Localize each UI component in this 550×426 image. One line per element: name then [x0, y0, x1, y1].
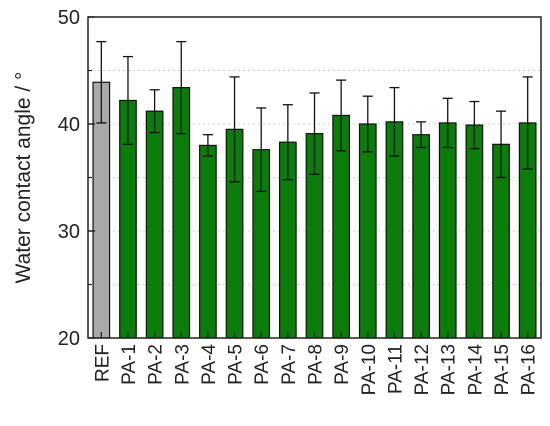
x-tick-label-pa-6: PA-6 [252, 344, 273, 385]
bar-pa-2 [145, 110, 164, 339]
x-tick-label-pa-5: PA-5 [226, 344, 247, 385]
y-tick-label: 20 [58, 328, 80, 350]
error-bar-pa-6 [256, 107, 267, 193]
error-bar-pa-11 [389, 86, 400, 157]
x-tick-label-pa-7: PA-7 [279, 344, 300, 385]
error-bar-pa-2 [149, 89, 160, 134]
x-tick-label-pa-9: PA-9 [332, 344, 353, 385]
x-tick-label-pa-1: PA-1 [119, 344, 140, 385]
error-bar-pa-10 [362, 95, 373, 153]
bar-pa-10 [358, 123, 377, 339]
x-tick-label-ref: REF [92, 344, 113, 382]
bar-pa-4 [199, 144, 217, 339]
error-bar-pa-5 [229, 76, 240, 183]
error-bar-ref [96, 40, 107, 124]
error-bar-pa-16 [522, 76, 533, 170]
x-tick-label-pa-12: PA-12 [412, 344, 433, 395]
x-tick-label-pa-4: PA-4 [199, 344, 220, 385]
x-tick-label-pa-10: PA-10 [359, 344, 380, 395]
x-tick-label-pa-8: PA-8 [306, 344, 327, 385]
error-bar-pa-7 [282, 104, 293, 181]
error-bar-pa-8 [309, 92, 320, 175]
y-axis-title: Water contact angle / ° [12, 72, 35, 284]
x-tick-label-pa-2: PA-2 [146, 344, 167, 385]
error-bar-pa-4 [202, 134, 213, 157]
error-bar-pa-1 [122, 55, 133, 145]
x-tick-label-pa-13: PA-13 [439, 344, 460, 395]
x-tick-label-pa-16: PA-16 [519, 344, 540, 395]
y-axis-ticks: 20 30 40 50 [58, 7, 95, 350]
bar-pa-14 [465, 124, 484, 339]
y-tick-label: 40 [58, 114, 80, 136]
error-bar-pa-9 [336, 79, 347, 152]
error-bar-pa-15 [496, 110, 507, 179]
x-tick-label-pa-11: PA-11 [385, 344, 406, 394]
error-bars [96, 40, 533, 193]
bar-pa-12 [412, 134, 430, 339]
error-bar-pa-14 [469, 100, 480, 150]
x-tick-label-pa-15: PA-15 [492, 344, 513, 395]
x-tick-label-pa-14: PA-14 [465, 344, 486, 396]
error-bar-pa-13 [442, 97, 453, 149]
x-tick-label-pa-3: PA-3 [172, 344, 193, 385]
error-bar-pa-3 [176, 40, 187, 135]
y-tick-label: 30 [58, 221, 80, 243]
x-axis-ticks: REF PA-1 PA-2 PA-3 PA-4 PA-5 PA-6 PA-7 PA-8 PA-9 P… [92, 332, 540, 396]
error-bar-pa-12 [416, 121, 427, 149]
bar-pa-13 [438, 122, 457, 339]
y-tick-label: 50 [58, 7, 80, 29]
bars [92, 81, 537, 339]
